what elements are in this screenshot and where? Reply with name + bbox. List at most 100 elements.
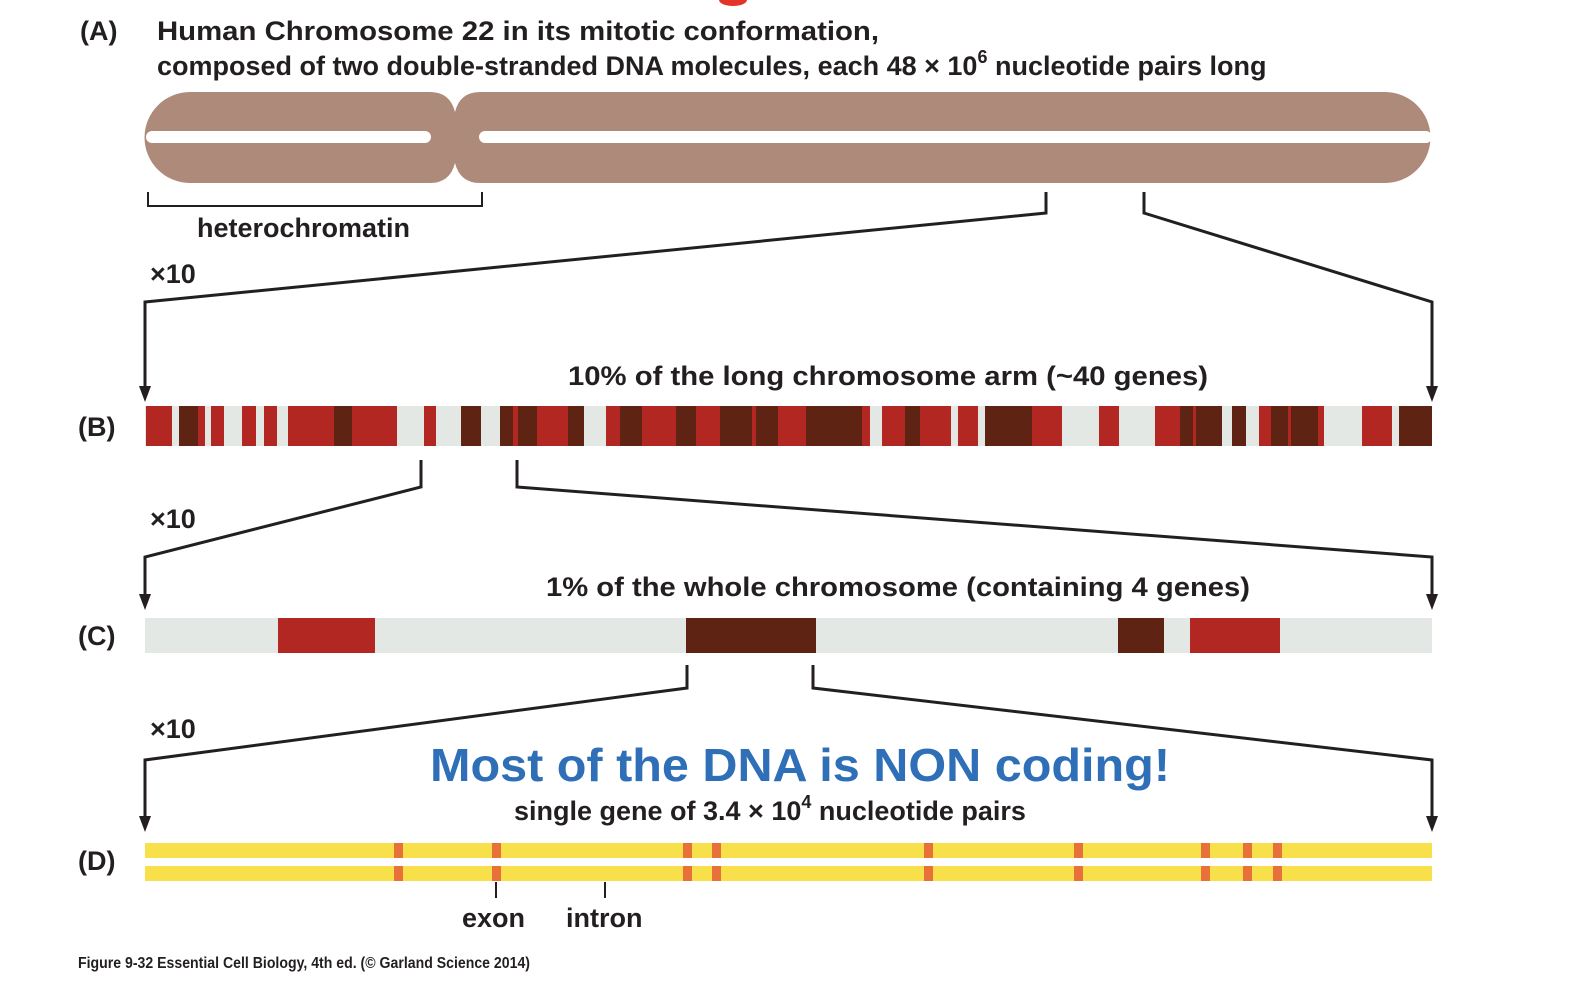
title-line2-exponent: 6 <box>977 47 987 67</box>
exon-mark <box>1273 866 1282 881</box>
gene-segment-red <box>288 406 334 446</box>
gene-segment-dark <box>985 406 1032 446</box>
red-mark-top <box>719 0 747 6</box>
exon-mark <box>492 866 501 881</box>
gene-segment-dark <box>1196 406 1222 446</box>
gene-segment-red <box>882 406 905 446</box>
exon-mark <box>394 866 403 881</box>
panel-c-label: (C) <box>78 621 115 651</box>
gene-segment-red <box>1362 406 1392 446</box>
gene-segment-red <box>242 406 256 446</box>
gene-segment-red <box>920 406 951 446</box>
gene-segment-dark <box>620 406 642 446</box>
gene-segment-dark <box>905 406 920 446</box>
gene-block <box>1190 618 1280 653</box>
gene-block <box>1118 618 1164 653</box>
figure-credit: Figure 9-32 Essential Cell Biology, 4th … <box>78 955 530 972</box>
gene-segment-red <box>1288 406 1291 446</box>
gene-segment-red <box>958 406 978 446</box>
gene-segment-red <box>1193 406 1196 446</box>
exon-mark <box>924 843 933 858</box>
gene-segment-red <box>778 406 806 446</box>
heterochromatin-label: heterochromatin <box>197 213 410 243</box>
gene-segment-dark <box>1232 406 1246 446</box>
panel-b-label: (B) <box>78 412 115 442</box>
bar-b-long-arm <box>145 406 1432 446</box>
gene-segment-red <box>424 406 436 446</box>
exon-mark <box>712 843 721 858</box>
exon-mark <box>492 843 501 858</box>
chromosome-22 <box>144 92 1432 183</box>
panel-c-caption: 1% of the whole chromosome (containing 4… <box>546 572 1250 602</box>
exon-mark <box>1243 866 1252 881</box>
gene-segment-red <box>513 406 518 446</box>
gene-segment-red <box>198 406 205 446</box>
panel-a-title-line2: composed of two double-stranded DNA mole… <box>157 47 1267 81</box>
exon-mark <box>924 866 933 881</box>
bar-c-whole-chromosome-1pct <box>145 618 1432 653</box>
gene-segment-red <box>537 406 568 446</box>
gene-segment-dark <box>568 406 584 446</box>
gene-segment-dark <box>806 406 862 446</box>
gene-segment-red <box>862 406 870 446</box>
exon-intron-ticks <box>495 882 606 898</box>
dna-strand-bottom <box>145 866 1432 881</box>
gene-block <box>278 618 375 653</box>
exon-mark <box>1273 843 1282 858</box>
gene-segment-red <box>1318 406 1324 446</box>
heterochromatin-bracket <box>147 192 483 207</box>
gene-segment-dark <box>1180 406 1193 446</box>
gene-segment-red <box>752 406 756 446</box>
exon-mark <box>1201 866 1210 881</box>
exon-mark <box>1074 843 1083 858</box>
gene-segment-dark <box>756 406 778 446</box>
zoom-lines <box>143 192 1434 818</box>
exon-mark <box>394 843 403 858</box>
zoom-label-3: ×10 <box>150 714 196 744</box>
caption-d-exponent: 4 <box>801 792 811 812</box>
gene-segment-red <box>1099 406 1119 446</box>
caption-d-pre: single gene of 3.4 × 10 <box>514 796 801 826</box>
gene-segment-red <box>1259 406 1271 446</box>
gene-segment-red <box>211 406 224 446</box>
gene-segment-dark <box>179 406 198 446</box>
intron-label: intron <box>566 903 642 933</box>
headline: Most of the DNA is NON coding! <box>430 739 1170 791</box>
panel-d-label: (D) <box>78 846 115 876</box>
gene-segment-dark <box>1271 406 1288 446</box>
gene-segment-red <box>1155 406 1180 446</box>
gene-segment-red <box>642 406 676 446</box>
zoom-label-2: ×10 <box>150 504 196 534</box>
panel-a-label: (A) <box>80 16 117 46</box>
gene-segment-red <box>264 406 277 446</box>
title-line2-pre: composed of two double-stranded DNA mole… <box>157 51 977 81</box>
gene-segment-red <box>352 406 397 446</box>
gene-segment-dark <box>676 406 696 446</box>
gene-segment-red <box>606 406 620 446</box>
gene-segment-red <box>146 406 172 446</box>
panel-d-caption: single gene of 3.4 × 104 nucleotide pair… <box>514 792 1026 826</box>
panel-b-caption: 10% of the long chromosome arm (~40 gene… <box>568 361 1208 391</box>
bar-d-single-gene <box>145 843 1432 881</box>
gene-segment-red <box>1032 406 1062 446</box>
gene-segment-dark <box>518 406 537 446</box>
gene-segment-dark <box>720 406 752 446</box>
dna-strand-top <box>145 843 1432 858</box>
title-line2-post: nucleotide pairs long <box>987 51 1266 81</box>
arrowheads <box>139 386 1438 832</box>
exon-mark <box>683 866 692 881</box>
exon-mark <box>1074 866 1083 881</box>
gene-segment-red <box>696 406 720 446</box>
gene-segment-dark <box>1291 406 1318 446</box>
exon-mark <box>1243 843 1252 858</box>
exon-label: exon <box>462 903 525 933</box>
panel-a-title-line1: Human Chromosome 22 in its mitotic confo… <box>157 16 879 46</box>
exon-mark <box>712 866 721 881</box>
caption-d-post: nucleotide pairs <box>811 796 1026 826</box>
zoom-label-1: ×10 <box>150 259 196 289</box>
exon-mark <box>1201 843 1210 858</box>
exon-mark <box>683 843 692 858</box>
gene-segment-dark <box>500 406 513 446</box>
gene-block <box>686 618 816 653</box>
